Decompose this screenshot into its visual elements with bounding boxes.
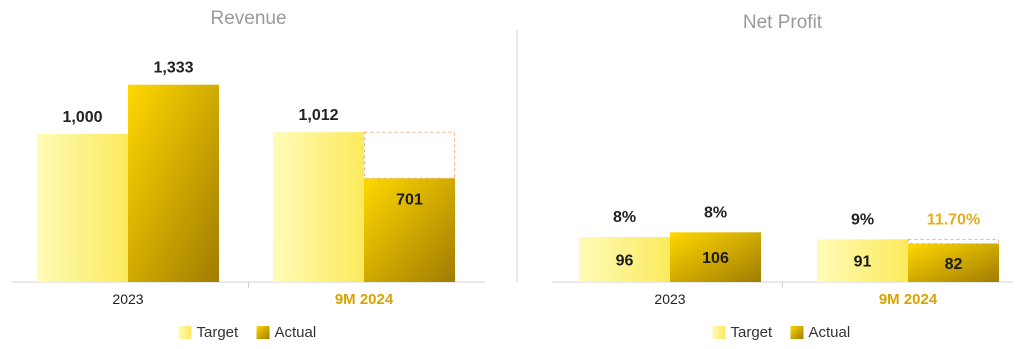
legend-label-target: Target: [731, 324, 774, 341]
target-gap-outline: [908, 238, 999, 245]
bar-target: [37, 134, 128, 282]
target-gap-outline: [364, 131, 455, 179]
data-label-actual: 701: [396, 191, 423, 208]
margin-label-target: 9%: [851, 211, 874, 228]
legend-label-actual: Actual: [275, 324, 317, 341]
chart-title: Net Profit: [743, 12, 823, 33]
legend-swatch-target: [712, 326, 726, 339]
data-label-target: 91: [854, 254, 872, 271]
bar-actual: [908, 243, 999, 282]
bar-target: [273, 132, 364, 282]
bar-actual: [128, 84, 219, 282]
x-tick-label: 9M 2024: [335, 291, 394, 308]
bar-actual: [364, 178, 455, 282]
x-tick-label: 2023: [654, 291, 685, 307]
margin-label-target: 8%: [613, 209, 636, 226]
x-tick-label: 2023: [112, 291, 143, 307]
bar-target: [579, 237, 670, 282]
legend-swatch-actual: [790, 326, 804, 339]
legend-swatch-actual: [256, 326, 270, 339]
bar-target: [817, 239, 908, 282]
legend-swatch-target: [178, 326, 192, 339]
data-label-target: 96: [616, 253, 634, 270]
data-label-actual: 1,333: [153, 60, 193, 77]
margin-label-actual: 11.70%: [927, 211, 980, 228]
legend-label-actual: Actual: [809, 324, 851, 341]
legend-label-target: Target: [197, 324, 240, 341]
chart-title: Revenue: [210, 8, 286, 29]
bar-actual: [670, 232, 761, 282]
data-label-actual: 106: [702, 250, 729, 267]
data-label-actual: 82: [945, 256, 963, 273]
data-label-target: 1,000: [62, 109, 102, 126]
x-tick-label: 9M 2024: [879, 291, 938, 308]
margin-label-actual: 8%: [704, 204, 727, 221]
data-label-target: 1,012: [298, 107, 338, 124]
